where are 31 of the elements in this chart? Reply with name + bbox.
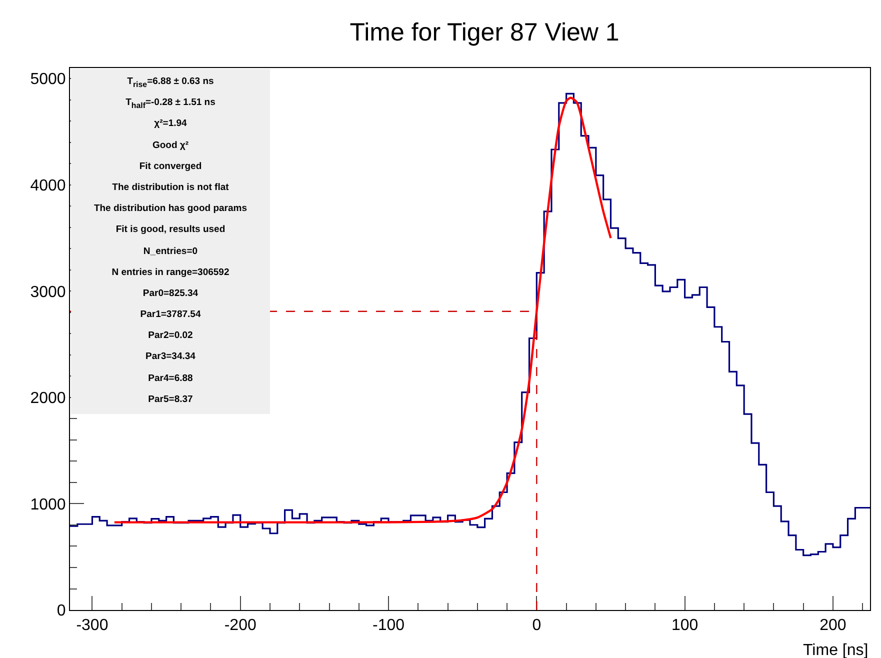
y-tick-label: 2000 [30,390,66,408]
annotation: Fit is good, results used [114,223,226,238]
annotation: Fit converged [138,160,203,174]
annotation: The distribution is not flat [111,180,230,195]
annotation: Par5=8.37 [147,392,194,407]
x-tick-label: -100 [372,617,405,634]
y-tick-label: 1000 [30,496,66,514]
annotation: The distribution has good params [92,202,248,216]
y-tick-label: 3000 [30,284,66,301]
x-tick-label: -300 [76,617,108,634]
chart-title: Time for Tiger 87 View 1 [350,18,620,47]
annotation: χ²=1.94 [153,117,188,132]
y-tick-label: 4000 [30,178,66,194]
annotation: N entries in range=306592 [110,266,230,280]
annotation: Par1=3787.54 [139,308,202,322]
y-tick-label: 5000 [30,71,66,88]
x-tick-label: 100 [671,617,698,634]
annotation: N_entries=0 [142,244,199,258]
annotation: T$_{half}$=-0.28 ± 1.51 ns [124,96,216,112]
x-axis-title: Time [ns] [803,642,868,658]
x-tick-label: -200 [224,617,256,634]
x-tick-label: 0 [532,617,542,634]
annotation: Par3=34.34 [144,350,196,364]
y-tick-label: 0 [56,602,66,620]
line-series [113,96,612,524]
annotation: Good χ² [151,138,190,153]
x-tick-label: 200 [820,617,846,634]
annotation: Par2=0.02 [147,329,194,344]
annotation: Par4=6.88 [147,372,194,386]
annotation: Par0=825.34 [142,286,200,301]
annotation: T$_{rise}$=6.88 ± 0.63 ns [126,75,215,91]
